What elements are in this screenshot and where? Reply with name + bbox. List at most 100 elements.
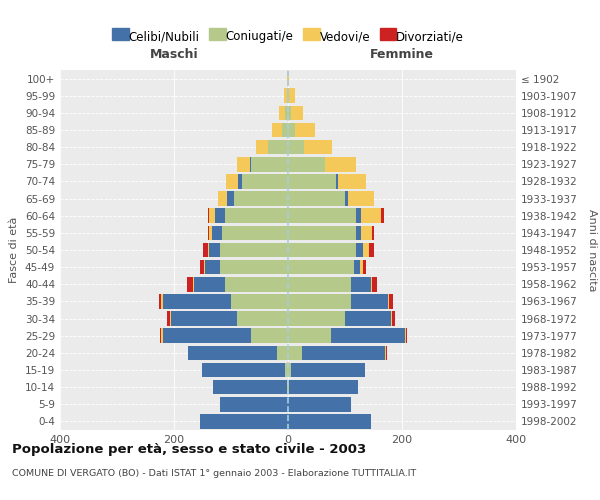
Bar bbox=[289, 380, 358, 394]
Bar bbox=[345, 192, 348, 206]
Bar bbox=[213, 380, 287, 394]
Y-axis label: Anni di nascita: Anni di nascita bbox=[587, 209, 597, 291]
Bar bbox=[163, 294, 231, 308]
Bar bbox=[209, 242, 220, 258]
Bar bbox=[218, 192, 227, 206]
Bar bbox=[288, 157, 325, 172]
Bar bbox=[237, 157, 250, 172]
Bar bbox=[288, 226, 356, 240]
Bar bbox=[348, 192, 373, 206]
Bar bbox=[208, 208, 209, 223]
Bar bbox=[350, 294, 388, 308]
Bar bbox=[288, 140, 304, 154]
Bar bbox=[392, 312, 395, 326]
Bar bbox=[163, 328, 251, 343]
Bar bbox=[215, 208, 226, 223]
Text: Femmine: Femmine bbox=[370, 48, 434, 62]
Bar bbox=[288, 88, 289, 103]
Bar bbox=[288, 294, 350, 308]
Bar bbox=[288, 328, 331, 343]
Bar bbox=[188, 346, 277, 360]
Bar bbox=[226, 208, 288, 223]
Bar bbox=[361, 208, 381, 223]
Bar bbox=[167, 312, 170, 326]
Text: COMUNE DI VERGATO (BO) - Dati ISTAT 1° gennaio 2003 - Elaborazione TUTTITALIA.IT: COMUNE DI VERGATO (BO) - Dati ISTAT 1° g… bbox=[12, 469, 416, 478]
Bar bbox=[200, 260, 204, 274]
Bar bbox=[373, 277, 377, 291]
Text: Maschi: Maschi bbox=[149, 48, 199, 62]
Bar bbox=[220, 397, 288, 411]
Bar bbox=[350, 277, 371, 291]
Bar bbox=[170, 312, 171, 326]
Bar bbox=[295, 122, 315, 138]
Bar bbox=[283, 122, 288, 138]
Bar bbox=[381, 208, 384, 223]
Bar bbox=[363, 242, 369, 258]
Bar bbox=[280, 106, 285, 120]
Bar bbox=[242, 174, 288, 188]
Bar bbox=[171, 312, 236, 326]
Bar bbox=[226, 277, 288, 291]
Bar bbox=[288, 397, 350, 411]
Bar bbox=[238, 174, 242, 188]
Bar bbox=[363, 260, 366, 274]
Bar bbox=[288, 414, 371, 428]
Bar bbox=[287, 88, 288, 103]
Bar bbox=[288, 208, 356, 223]
Bar bbox=[204, 260, 205, 274]
Bar bbox=[356, 208, 361, 223]
Bar bbox=[209, 226, 212, 240]
Bar bbox=[385, 346, 386, 360]
Bar bbox=[388, 294, 389, 308]
Bar bbox=[284, 88, 287, 103]
Bar bbox=[288, 192, 345, 206]
Bar bbox=[158, 294, 161, 308]
Bar bbox=[369, 242, 373, 258]
Legend: Celibi/Nubili, Coniugati/e, Vedovi/e, Divorziati/e: Celibi/Nubili, Coniugati/e, Vedovi/e, Di… bbox=[107, 26, 469, 48]
Bar bbox=[288, 242, 356, 258]
Bar bbox=[345, 312, 391, 326]
Bar bbox=[268, 140, 288, 154]
Bar bbox=[251, 157, 288, 172]
Bar bbox=[337, 174, 338, 188]
Bar bbox=[389, 294, 394, 308]
Bar bbox=[288, 312, 345, 326]
Bar bbox=[277, 346, 288, 360]
Bar bbox=[226, 174, 238, 188]
Bar bbox=[288, 174, 337, 188]
Bar bbox=[386, 346, 387, 360]
Bar bbox=[285, 362, 288, 378]
Bar bbox=[194, 277, 226, 291]
Text: Popolazione per età, sesso e stato civile - 2003: Popolazione per età, sesso e stato civil… bbox=[12, 442, 366, 456]
Bar bbox=[208, 242, 209, 258]
Bar bbox=[353, 260, 361, 274]
Bar bbox=[288, 380, 289, 394]
Bar bbox=[236, 312, 288, 326]
Bar bbox=[373, 226, 374, 240]
Bar bbox=[288, 277, 350, 291]
Bar bbox=[256, 140, 268, 154]
Bar bbox=[288, 122, 295, 138]
Bar bbox=[234, 192, 288, 206]
Bar bbox=[193, 277, 194, 291]
Bar bbox=[288, 106, 291, 120]
Bar bbox=[160, 328, 161, 343]
Y-axis label: Fasce di età: Fasce di età bbox=[10, 217, 19, 283]
Bar bbox=[356, 226, 361, 240]
Bar bbox=[391, 312, 392, 326]
Bar bbox=[338, 174, 366, 188]
Bar bbox=[227, 192, 234, 206]
Bar bbox=[325, 157, 356, 172]
Bar bbox=[203, 242, 208, 258]
Bar bbox=[209, 208, 215, 223]
Bar bbox=[251, 328, 288, 343]
Bar bbox=[291, 362, 365, 378]
Bar bbox=[288, 346, 302, 360]
Bar bbox=[200, 414, 288, 428]
Bar bbox=[212, 226, 223, 240]
Bar bbox=[291, 106, 304, 120]
Bar bbox=[356, 242, 363, 258]
Bar bbox=[208, 226, 209, 240]
Bar bbox=[223, 226, 288, 240]
Bar bbox=[161, 328, 163, 343]
